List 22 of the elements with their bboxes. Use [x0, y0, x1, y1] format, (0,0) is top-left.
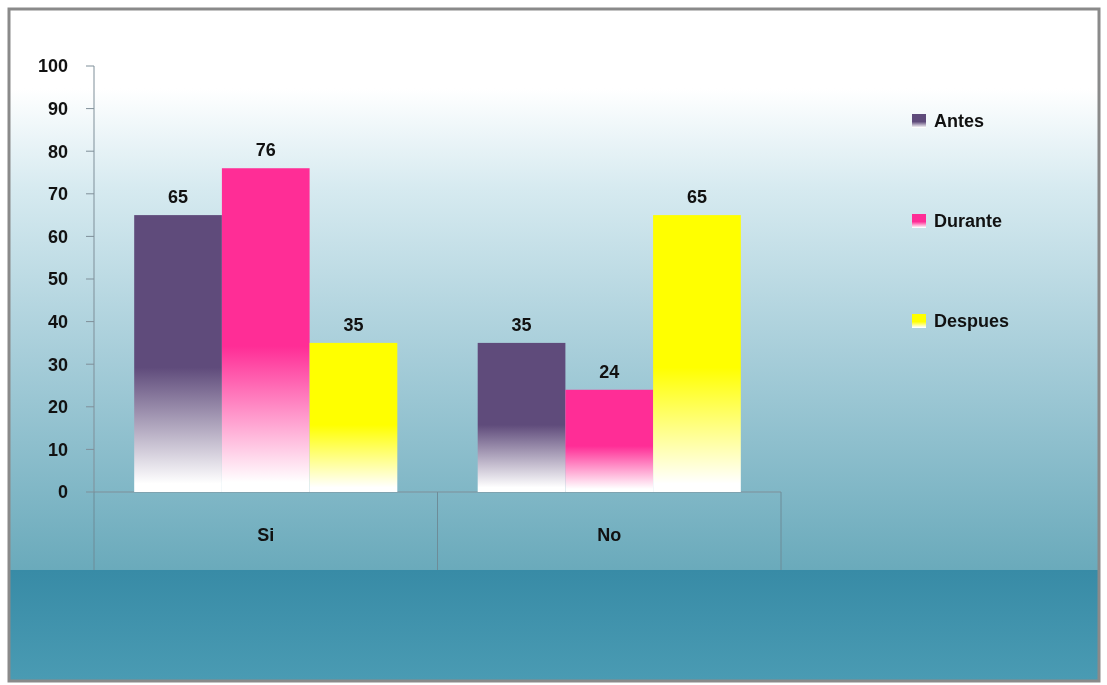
x-tick-label: Si [257, 525, 275, 546]
data-label: 35 [343, 314, 364, 335]
x-tick-label: No [597, 525, 622, 546]
y-tick-label: 50 [47, 269, 68, 290]
data-label: 24 [599, 361, 620, 382]
legend-label: Durante [934, 211, 1003, 232]
data-label: 35 [511, 314, 532, 335]
legend-label: Despues [934, 311, 1010, 332]
y-tick-label: 30 [47, 354, 68, 375]
y-tick-label: 40 [47, 311, 68, 332]
data-label: 65 [686, 187, 707, 208]
y-tick-label: 100 [37, 56, 68, 77]
y-tick-label: 90 [47, 98, 68, 119]
y-tick-label: 80 [47, 141, 68, 162]
legend-label: Antes [934, 111, 985, 132]
data-label: 65 [168, 187, 189, 208]
y-tick-label: 20 [47, 397, 68, 418]
y-tick-label: 70 [47, 184, 68, 205]
y-tick-label: 0 [57, 482, 68, 503]
data-label: 76 [255, 140, 276, 161]
y-tick-label: 10 [47, 439, 68, 460]
y-tick-label: 60 [47, 226, 68, 247]
